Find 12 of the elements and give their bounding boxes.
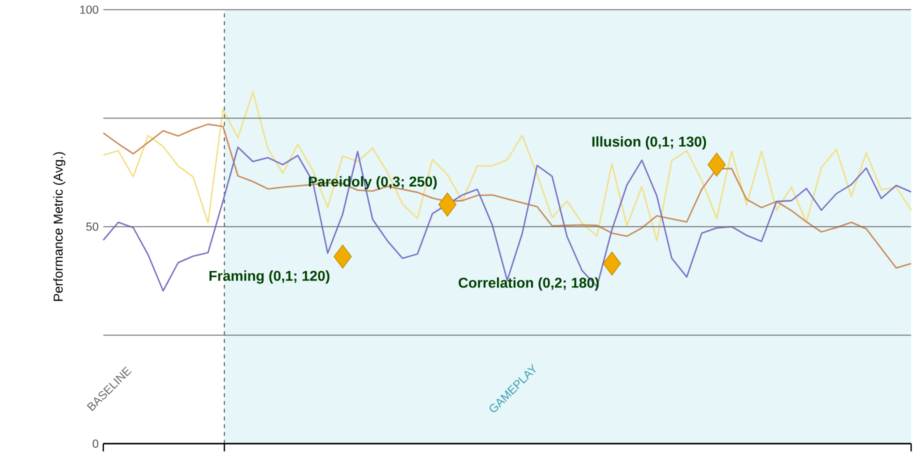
annotation: Framing (0,1; 120)	[210, 270, 330, 284]
point	[602, 252, 621, 276]
y-tick-label: 50	[86, 222, 98, 231]
annotation: Correlation (0,2; 180)	[458, 277, 599, 291]
line-series	[102, 91, 912, 242]
y-axis-title: Performance Metric (Avg.)	[53, 152, 66, 301]
y-tick-label: 100	[80, 5, 98, 14]
point	[334, 244, 352, 268]
annotation: Illusion (0,1; 130)	[592, 136, 706, 150]
point	[438, 192, 456, 216]
point	[708, 152, 726, 176]
y-tick-label: 0	[92, 439, 98, 448]
